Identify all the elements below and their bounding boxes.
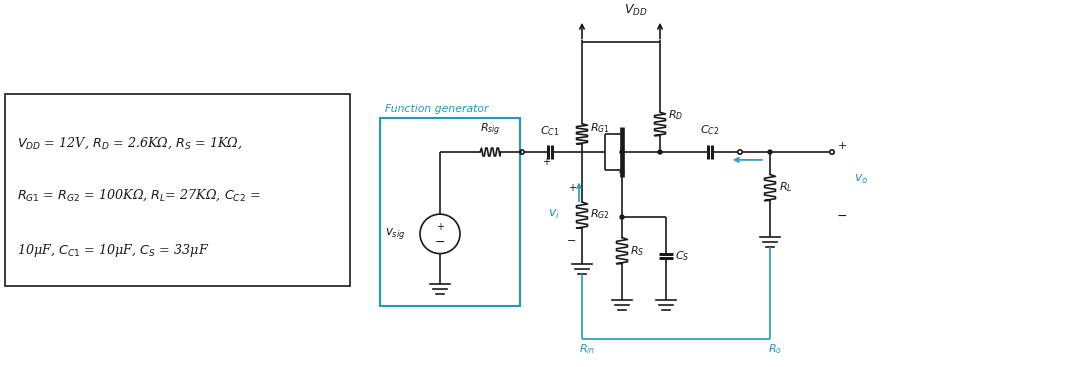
Text: $C_{C1}$: $C_{C1}$ — [541, 124, 560, 138]
Text: −: − — [837, 210, 847, 223]
Text: −: − — [567, 236, 577, 246]
Text: +: + — [568, 182, 576, 193]
Text: $R_{sig}$: $R_{sig}$ — [480, 122, 500, 138]
Circle shape — [620, 150, 623, 154]
Text: $R_S$: $R_S$ — [630, 244, 644, 258]
Text: +: + — [436, 222, 444, 232]
Text: $\boldsymbol{V_{DD}}$ = 12V, $\boldsymbol{R_D}$ = 2.6KΩ, $\boldsymbol{R_S}$ = 1K: $\boldsymbol{V_{DD}}$ = 12V, $\boldsymbo… — [17, 135, 242, 151]
Text: $R_D$: $R_D$ — [668, 109, 683, 123]
Text: 10μF, $\boldsymbol{C_{C1}}$ = 10μF, $\boldsymbol{C_S}$ = 33μF: 10μF, $\boldsymbol{C_{C1}}$ = 10μF, $\bo… — [17, 242, 209, 259]
Text: $v_{sig}$: $v_{sig}$ — [385, 226, 405, 241]
Text: $v_o$: $v_o$ — [853, 173, 869, 186]
Text: $R_{G1}$: $R_{G1}$ — [590, 121, 610, 135]
Text: +: + — [542, 157, 550, 167]
Circle shape — [620, 215, 623, 219]
Text: $C_{C2}$: $C_{C2}$ — [701, 123, 719, 137]
Text: $v_i$: $v_i$ — [548, 208, 560, 221]
Text: +: + — [837, 141, 847, 151]
Text: $R_L$: $R_L$ — [779, 181, 792, 195]
Text: $R_{G2}$: $R_{G2}$ — [590, 207, 610, 221]
Circle shape — [768, 150, 772, 154]
Text: $R_o$: $R_o$ — [768, 342, 782, 356]
Text: $R_{in}$: $R_{in}$ — [579, 342, 595, 356]
Text: −: − — [435, 236, 445, 249]
Bar — [380, 119, 520, 306]
Circle shape — [658, 150, 662, 154]
Text: $V_{DD}$: $V_{DD}$ — [625, 3, 647, 18]
Text: $\boldsymbol{R_{G1}}$ = $\boldsymbol{R_{G2}}$ = 100KΩ, $\boldsymbol{R_L}$= 27KΩ,: $\boldsymbol{R_{G1}}$ = $\boldsymbol{R_{… — [17, 188, 261, 203]
Bar — [5, 94, 350, 286]
Text: $C_S$: $C_S$ — [675, 250, 690, 264]
Text: Function generator: Function generator — [385, 103, 488, 114]
